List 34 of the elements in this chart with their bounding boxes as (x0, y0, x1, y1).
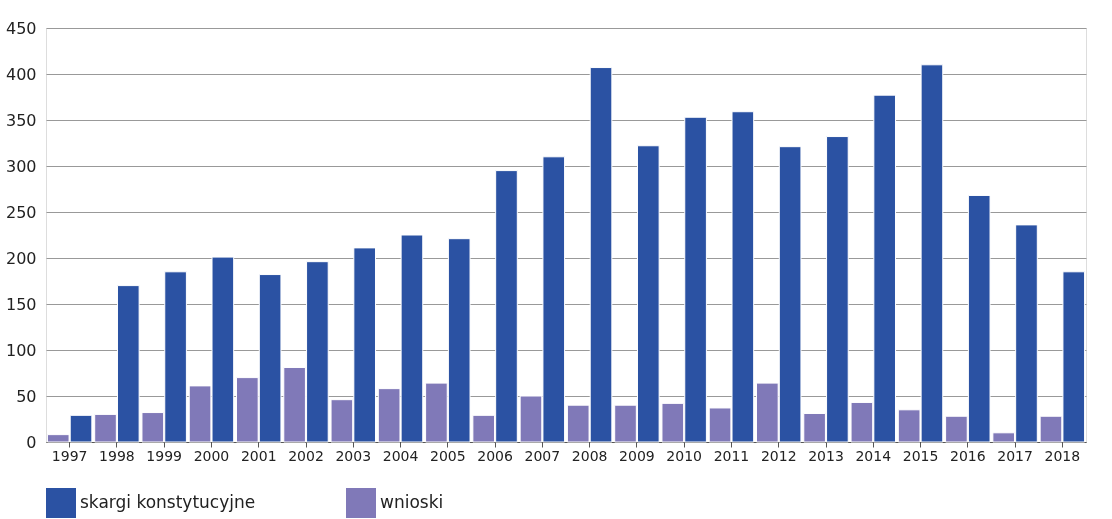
x-tick-label: 2006 (477, 447, 513, 464)
y-tick-label: 150 (5, 294, 37, 314)
x-tick-label: 2005 (430, 447, 466, 464)
x-tick-label: 2012 (760, 447, 797, 464)
x-tick-label: 2010 (666, 447, 702, 464)
y-tick-label: 250 (5, 202, 37, 222)
x-tick-label: 2007 (524, 447, 561, 464)
x-tick-label: 2009 (619, 447, 655, 464)
x-tick-label: 2016 (950, 447, 986, 464)
x-tick-label: 2003 (335, 447, 372, 464)
x-tick-label: 2004 (382, 447, 419, 464)
y-tick-label: 200 (5, 248, 37, 268)
x-tick-label: 2000 (193, 447, 230, 464)
legend-label: wnioski (380, 492, 444, 512)
x-tick-label: 2001 (240, 447, 277, 464)
x-tick-label: 2002 (288, 447, 324, 464)
y-tick-label: 100 (5, 340, 37, 360)
x-tick-label: 2013 (808, 447, 844, 464)
x-tick-label: 1997 (51, 447, 88, 464)
x-tick-label: 2018 (1044, 447, 1081, 464)
y-tick-label: 400 (5, 64, 37, 84)
y-tick-label: 450 (5, 18, 37, 38)
y-tick-label: 350 (5, 110, 37, 130)
x-tick-label: 1998 (99, 447, 135, 464)
legend-label: skargi konstytucyjne (80, 492, 256, 512)
x-tick-label: 2008 (571, 447, 608, 464)
x-tick-label: 2015 (902, 447, 939, 464)
x-tick-label: 2011 (713, 447, 750, 464)
x-tick-label: 2017 (997, 447, 1033, 464)
y-tick-label: 300 (5, 156, 37, 176)
x-tick-label: 1999 (146, 447, 182, 464)
x-tick-label: 2014 (855, 447, 892, 464)
y-tick-label: 50 (16, 386, 37, 406)
y-tick-label: 0 (26, 432, 37, 452)
